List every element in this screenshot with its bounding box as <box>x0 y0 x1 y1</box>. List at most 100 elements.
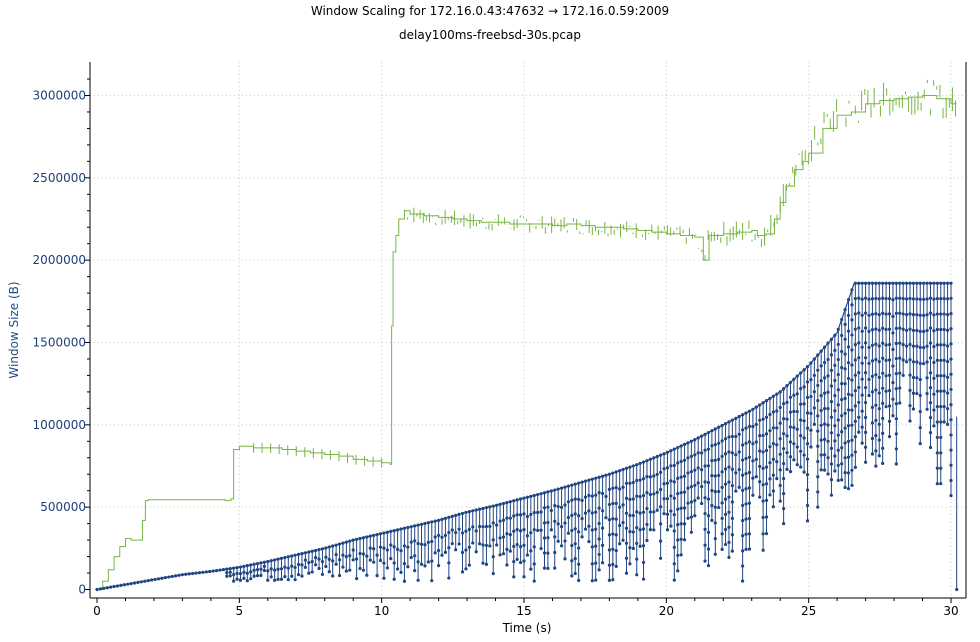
bytes-out-point <box>279 556 284 560</box>
bytes-out-point <box>409 525 413 529</box>
bytes-out-point <box>539 546 543 551</box>
bytes-out-point <box>310 549 314 553</box>
bytes-out-point <box>624 496 629 500</box>
bytes-out-point <box>498 536 502 540</box>
bytes-out-point <box>887 419 892 423</box>
bytes-out-point <box>874 327 878 331</box>
bytes-out-point <box>758 403 762 407</box>
bytes-out-point <box>416 541 420 546</box>
bytes-out-point <box>918 442 922 446</box>
bytes-out-point <box>631 480 635 485</box>
x-tick-label: 25 <box>801 604 816 618</box>
bytes-out-point <box>915 281 919 285</box>
bytes-out-point <box>686 501 690 505</box>
bytes-out-point <box>590 511 594 515</box>
bytes-out-point <box>908 281 912 285</box>
bytes-out-point <box>939 404 943 409</box>
bytes-out-point <box>536 510 540 515</box>
bytes-out-point <box>317 557 321 561</box>
bytes-out-point <box>720 485 724 489</box>
bytes-out-point <box>577 546 581 550</box>
bytes-out-point <box>788 395 793 399</box>
bytes-out-point <box>587 478 591 482</box>
bytes-out-point <box>573 571 577 576</box>
bytes-out-point <box>949 494 953 498</box>
bytes-out-point <box>795 409 799 414</box>
bytes-out-point <box>819 379 823 383</box>
bytes-out-point <box>443 550 448 554</box>
bytes-out-point <box>443 516 448 520</box>
x-axis-label: Time (s) <box>502 621 552 635</box>
bytes-out-point <box>501 535 506 539</box>
bytes-out-point <box>799 449 803 453</box>
bytes-out-point <box>775 392 779 396</box>
bytes-out-point <box>676 569 680 573</box>
bytes-out-point <box>501 552 506 556</box>
bytes-out-point <box>758 464 762 468</box>
bytes-out-point <box>891 414 895 418</box>
bytes-out-point <box>949 296 953 300</box>
bytes-out-point <box>877 375 881 379</box>
bytes-out-point <box>471 509 475 513</box>
bytes-out-point <box>580 480 584 484</box>
bytes-out-point <box>635 541 639 545</box>
bytes-out-point <box>269 559 273 563</box>
bytes-out-point <box>802 402 806 406</box>
bytes-out-point <box>450 528 454 532</box>
bytes-out-point <box>710 488 714 493</box>
bytes-out-point <box>843 441 847 445</box>
bytes-out-point <box>734 489 738 493</box>
bytes-out-point <box>515 528 519 532</box>
bytes-out-point <box>669 449 673 453</box>
bytes-out-point <box>782 417 786 421</box>
bytes-out-point <box>706 564 711 568</box>
bytes-out-point <box>669 509 673 513</box>
bytes-out-point <box>918 345 922 349</box>
bytes-out-point <box>826 406 830 411</box>
bytes-out-point <box>139 580 144 584</box>
bytes-out-point <box>840 462 844 466</box>
bytes-out-point <box>590 545 594 549</box>
bytes-out-point <box>696 451 700 455</box>
bytes-out-point <box>768 493 772 497</box>
bytes-out-point <box>720 516 724 520</box>
bytes-out-point <box>768 477 772 481</box>
bytes-out-point <box>727 480 731 484</box>
bytes-out-point <box>928 296 933 300</box>
bytes-out-point <box>508 516 512 520</box>
bytes-out-point <box>836 433 840 437</box>
bytes-out-point <box>918 329 922 333</box>
bytes-out-point <box>942 374 946 378</box>
bytes-out-point <box>659 470 663 474</box>
bytes-out-point <box>771 442 775 446</box>
bytes-out-point <box>559 486 564 490</box>
bytes-out-point <box>262 568 266 573</box>
bytes-out-point <box>242 576 246 580</box>
bytes-out-point <box>833 454 837 458</box>
bytes-out-point <box>857 385 861 390</box>
bytes-out-point <box>850 333 854 337</box>
bytes-out-point <box>481 506 485 511</box>
bytes-out-point <box>846 361 851 365</box>
bytes-out-point <box>423 521 427 526</box>
bytes-out-point <box>836 418 840 422</box>
bytes-out-point <box>546 490 550 494</box>
bytes-out-point <box>290 554 294 558</box>
bytes-out-point <box>331 559 335 563</box>
bytes-out-point <box>273 558 277 562</box>
bytes-out-point <box>843 396 847 401</box>
bytes-out-point <box>932 313 936 317</box>
bytes-out-point <box>744 532 748 536</box>
bytes-out-point <box>846 313 851 318</box>
bytes-out-point <box>614 517 618 521</box>
bytes-out-point <box>935 343 939 347</box>
bytes-out-point <box>481 543 485 547</box>
bytes-out-point <box>942 297 946 301</box>
bytes-out-point <box>799 465 803 469</box>
bytes-out-point <box>433 551 437 555</box>
bytes-out-point <box>563 539 567 543</box>
bytes-out-point <box>894 402 898 406</box>
bytes-out-point <box>939 374 943 378</box>
bytes-out-point <box>939 435 943 440</box>
bytes-out-point <box>556 539 560 543</box>
